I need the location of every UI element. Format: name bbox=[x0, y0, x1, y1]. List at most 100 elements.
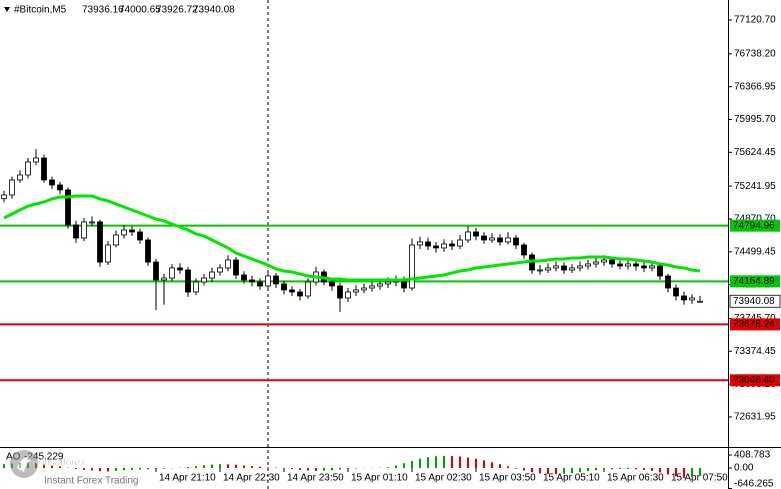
candle-body bbox=[513, 237, 519, 246]
candle-body bbox=[417, 241, 423, 246]
candle-body bbox=[673, 287, 679, 297]
candle-body bbox=[481, 235, 487, 241]
level-label: 74164.89 bbox=[733, 276, 775, 287]
candle-body bbox=[449, 243, 455, 247]
y-tick-label: 75624.45 bbox=[734, 147, 776, 158]
candle-body bbox=[169, 267, 175, 279]
x-tick-label: 15 Apr 07:50 bbox=[671, 473, 728, 484]
candle-body bbox=[25, 161, 31, 176]
level-label-box bbox=[730, 219, 780, 232]
candle-body bbox=[153, 261, 159, 281]
candle-body bbox=[441, 243, 447, 249]
level-label: 74794.96 bbox=[733, 220, 775, 231]
symbol-title: #Bitcoin,M5 bbox=[14, 5, 67, 16]
candle-body bbox=[657, 265, 663, 277]
candle-body bbox=[561, 265, 567, 271]
indicator-value: -245.229 bbox=[24, 452, 64, 463]
x-tick-label: 15 Apr 02:30 bbox=[415, 473, 472, 484]
y-tick-label: 76738.20 bbox=[734, 48, 776, 59]
candle-body bbox=[17, 174, 23, 181]
candle-body bbox=[41, 157, 47, 181]
candle-body bbox=[473, 231, 479, 237]
candle-body bbox=[689, 297, 695, 301]
candle-body bbox=[497, 237, 503, 243]
y-tick-label: 75995.70 bbox=[734, 114, 776, 125]
candle-body bbox=[73, 224, 79, 239]
price-label-box bbox=[729, 294, 781, 308]
candle-body bbox=[617, 263, 623, 267]
candle-body bbox=[273, 275, 279, 285]
candle-body bbox=[665, 275, 671, 289]
ao-tick-label: 0.00 bbox=[734, 463, 754, 474]
candle-body bbox=[65, 189, 71, 226]
candle-body bbox=[257, 281, 263, 287]
candle-body bbox=[225, 259, 231, 269]
candle-body bbox=[161, 277, 167, 281]
ao-tick-label: -646.265 bbox=[734, 479, 774, 489]
candle-body bbox=[409, 244, 415, 289]
x-tick-label: 14 Apr 21:10 bbox=[159, 473, 216, 484]
candle-body bbox=[137, 231, 143, 241]
candle-body bbox=[593, 261, 599, 265]
candle-body bbox=[177, 267, 183, 271]
x-tick-label: 15 Apr 03:50 bbox=[479, 473, 536, 484]
candle-body bbox=[265, 275, 271, 287]
candle-body bbox=[577, 265, 583, 269]
candle-body bbox=[337, 285, 343, 299]
header-open: 73936.16 bbox=[82, 5, 124, 16]
watermark: instaforex Instant Forex Trading bbox=[10, 450, 139, 487]
candle-body bbox=[217, 267, 223, 273]
candle-body bbox=[601, 259, 607, 263]
plot: 77120.70 76738.20 76366.95 75995.70 75624.45… bbox=[0, 15, 781, 489]
candle-body bbox=[305, 281, 311, 297]
y-tick-label: 74870.70 bbox=[734, 214, 776, 225]
level-label: 73046.40 bbox=[733, 375, 775, 386]
candle-body bbox=[505, 237, 511, 243]
candle-body bbox=[585, 263, 591, 267]
x-tick-label: 14 Apr 22:30 bbox=[223, 473, 280, 484]
candle-body bbox=[241, 274, 247, 281]
x-tick-label: 15 Apr 05:10 bbox=[543, 473, 600, 484]
candle-body bbox=[1, 194, 7, 200]
candle-body bbox=[193, 281, 199, 293]
candle-body bbox=[97, 221, 103, 263]
candle-body bbox=[609, 259, 615, 265]
y-tick-label: 72631.95 bbox=[734, 412, 776, 423]
candle-body bbox=[105, 244, 111, 263]
candle-body bbox=[353, 289, 359, 293]
candle-body bbox=[537, 269, 543, 272]
candle-body bbox=[377, 283, 383, 287]
candle-body bbox=[681, 295, 687, 301]
candle-body bbox=[209, 271, 215, 279]
y-tick-label: 76366.95 bbox=[734, 81, 776, 92]
candle-body bbox=[369, 285, 375, 289]
candle-body bbox=[465, 231, 471, 241]
moving-average bbox=[3, 194, 701, 282]
candle-body bbox=[425, 241, 431, 247]
candle-body bbox=[697, 300, 703, 303]
x-tick-label: 14 Apr 23:50 bbox=[287, 473, 344, 484]
header-low: 73926.72 bbox=[156, 5, 198, 16]
candle-body bbox=[57, 184, 63, 191]
candle-body bbox=[641, 265, 647, 269]
candle-body bbox=[81, 221, 87, 239]
candle-body bbox=[145, 239, 151, 263]
candle-body bbox=[33, 157, 39, 163]
watermark-tagline: Instant Forex Trading bbox=[44, 476, 139, 487]
candle-body bbox=[649, 265, 655, 269]
candle-body bbox=[345, 291, 351, 299]
candle-body bbox=[297, 291, 303, 297]
candle-body bbox=[9, 179, 15, 196]
x-tick-label: 15 Apr 01:10 bbox=[351, 473, 408, 484]
price-label: 73940.08 bbox=[733, 296, 775, 307]
y-tick-label: 74499.45 bbox=[734, 246, 776, 257]
candle-body bbox=[249, 279, 255, 283]
candle-body bbox=[129, 229, 135, 233]
candle-body bbox=[329, 281, 335, 287]
watermark-logo-mark bbox=[17, 457, 32, 472]
candle-body bbox=[385, 281, 391, 285]
candle-body bbox=[49, 179, 55, 186]
y-tick-label: 73374.45 bbox=[734, 346, 776, 357]
